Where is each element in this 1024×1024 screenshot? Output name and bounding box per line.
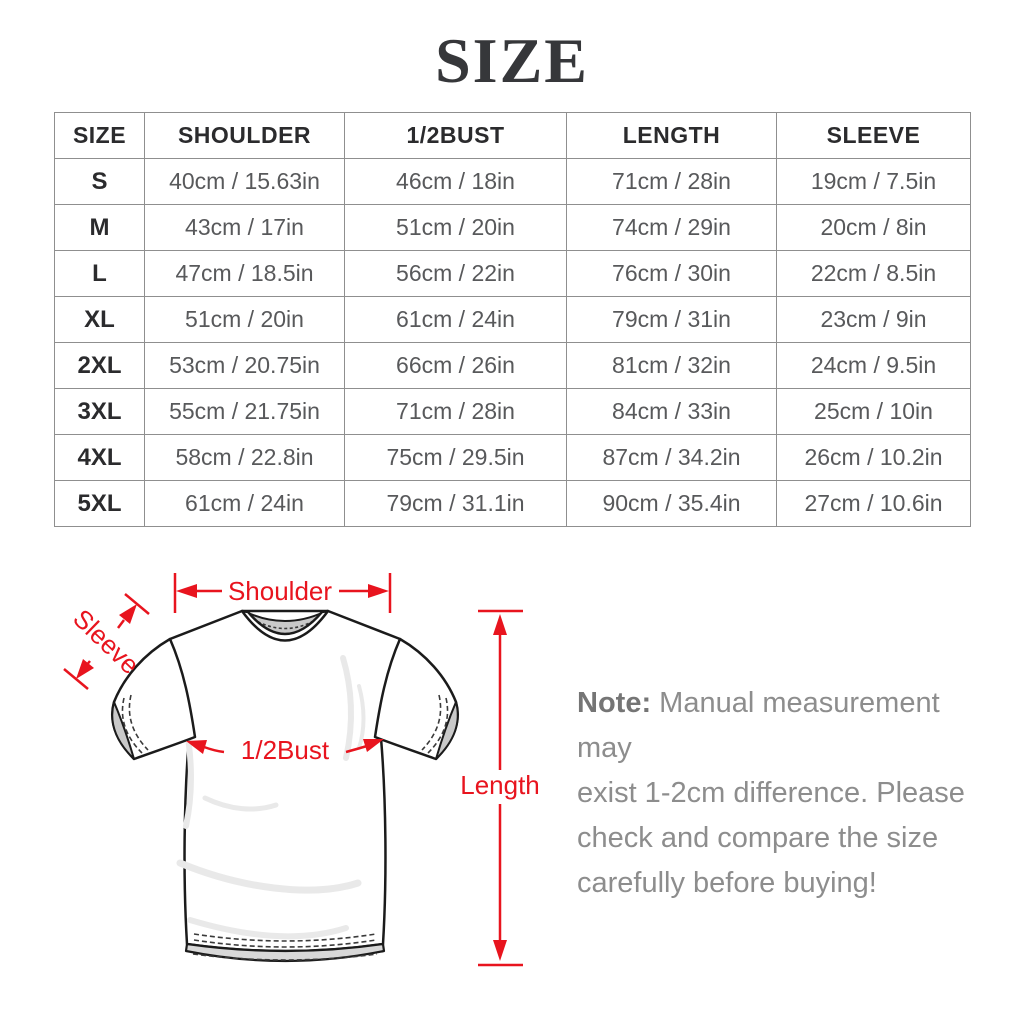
sleeve-cell: 23cm / 9in — [776, 296, 971, 343]
table-row: M 43cm / 17in 51cm / 20in 74cm / 29in 20… — [54, 204, 971, 251]
length-label: Length — [460, 770, 540, 800]
tshirt-illustration — [110, 609, 460, 963]
table-row: 3XL 55cm / 21.75in 71cm / 28in 84cm / 33… — [54, 388, 971, 435]
shoulder-cell: 55cm / 21.75in — [144, 388, 345, 435]
sleeve-label: Sleeve — [67, 603, 145, 680]
sleeve-cell: 26cm / 10.2in — [776, 434, 971, 481]
table-row: 4XL 58cm / 22.8in 75cm / 29.5in 87cm / 3… — [54, 434, 971, 481]
bust-cell: 56cm / 22in — [344, 250, 567, 297]
bust-label: 1/2Bust — [241, 735, 330, 765]
wrinkle-shading — [142, 655, 432, 940]
size-cell: L — [54, 250, 145, 297]
size-cell: M — [54, 204, 145, 251]
shoulder-label: Shoulder — [228, 576, 332, 606]
note-line: Note: Manual measurement may — [577, 681, 997, 771]
bottom-hem-band — [184, 942, 386, 963]
bust-cell: 51cm / 20in — [344, 204, 567, 251]
length-arrow: Length — [460, 609, 540, 967]
table-row: 5XL 61cm / 24in 79cm / 31.1in 90cm / 35.… — [54, 480, 971, 527]
bust-cell: 61cm / 24in — [344, 296, 567, 343]
length-cell: 87cm / 34.2in — [566, 434, 777, 481]
shoulder-cell: 43cm / 17in — [144, 204, 345, 251]
tshirt-body — [168, 609, 402, 953]
note-label: Note: — [577, 687, 652, 719]
shoulder-cell: 58cm / 22.8in — [144, 434, 345, 481]
length-cell: 76cm / 30in — [566, 250, 777, 297]
bust-cell: 79cm / 31.1in — [344, 480, 567, 527]
table-row: L 47cm / 18.5in 56cm / 22in 76cm / 30in … — [54, 250, 971, 297]
bust-cell: 46cm / 18in — [344, 158, 567, 205]
bust-cell: 66cm / 26in — [344, 342, 567, 389]
length-cell: 84cm / 33in — [566, 388, 777, 435]
bust-cell: 75cm / 29.5in — [344, 434, 567, 481]
size-cell: 4XL — [54, 434, 145, 481]
right-cuff-opening — [435, 701, 459, 760]
sleeve-cell: 20cm / 8in — [776, 204, 971, 251]
sleeve-cell: 24cm / 9.5in — [776, 342, 971, 389]
shoulder-cell: 53cm / 20.75in — [144, 342, 345, 389]
sleeve-cell: 22cm / 8.5in — [776, 250, 971, 297]
bust-cell: 71cm / 28in — [344, 388, 567, 435]
length-cell: 71cm / 28in — [566, 158, 777, 205]
table-row: XL 51cm / 20in 61cm / 24in 79cm / 31in 2… — [54, 296, 971, 343]
header-row: SIZE SHOULDER 1/2BUST LENGTH SLEEVE — [54, 112, 971, 159]
collar-band — [240, 609, 330, 642]
note-line: exist 1-2cm difference. Please — [577, 777, 965, 809]
column-header-length: LENGTH — [566, 112, 777, 159]
sleeve-cell: 27cm / 10.6in — [776, 480, 971, 527]
shoulder-arrow: Shoulder — [173, 573, 392, 613]
size-chart-table: SIZE SHOULDER 1/2BUST LENGTH SLEEVE S 40… — [54, 112, 971, 527]
length-cell: 74cm / 29in — [566, 204, 777, 251]
left-cuff-opening — [111, 701, 135, 760]
length-cell: 90cm / 35.4in — [566, 480, 777, 527]
column-header-bust: 1/2BUST — [344, 112, 567, 159]
tshirt-size-diagram: Shoulder Sleeve 1/2Bust Length — [63, 573, 540, 967]
bust-arrow: 1/2Bust — [186, 735, 384, 765]
note-block: Note: Manual measurement may exist 1-2cm… — [577, 681, 997, 906]
shoulder-cell: 40cm / 15.63in — [144, 158, 345, 205]
sleeve-cell: 25cm / 10in — [776, 388, 971, 435]
note-line: carefully before buying! — [577, 867, 877, 899]
shoulder-cell: 47cm / 18.5in — [144, 250, 345, 297]
size-cell: XL — [54, 296, 145, 343]
shoulder-cell: 51cm / 20in — [144, 296, 345, 343]
column-header-sleeve: SLEEVE — [776, 112, 971, 159]
table-row: S 40cm / 15.63in 46cm / 18in 71cm / 28in… — [54, 158, 971, 205]
note-line: check and compare the size — [577, 822, 939, 854]
length-cell: 81cm / 32in — [566, 342, 777, 389]
column-header-shoulder: SHOULDER — [144, 112, 345, 159]
size-cell: 5XL — [54, 480, 145, 527]
size-cell: 3XL — [54, 388, 145, 435]
column-header-size: SIZE — [54, 112, 145, 159]
length-cell: 79cm / 31in — [566, 296, 777, 343]
sleeve-cell: 19cm / 7.5in — [776, 158, 971, 205]
size-cell: S — [54, 158, 145, 205]
table-row: 2XL 53cm / 20.75in 66cm / 26in 81cm / 32… — [54, 342, 971, 389]
shoulder-cell: 61cm / 24in — [144, 480, 345, 527]
note-text: Manual measurement may — [577, 687, 940, 764]
page-title: SIZE — [435, 25, 589, 96]
size-cell: 2XL — [54, 342, 145, 389]
